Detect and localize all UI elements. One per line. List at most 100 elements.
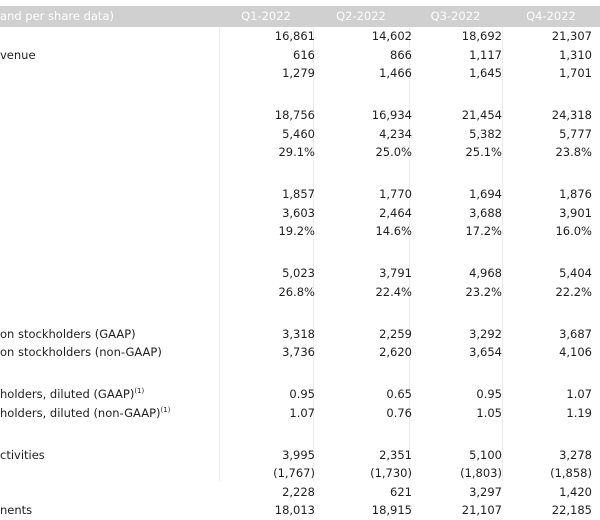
- table-row: 3,603 2,464 3,688 3,901: [0, 204, 600, 223]
- value-q4: 23.8%: [555, 145, 592, 159]
- value-q3: 1,645: [469, 66, 502, 80]
- value-q1: 3,736: [282, 345, 315, 359]
- footnote-marker: (1): [160, 405, 171, 414]
- value-q2: 2,259: [379, 326, 412, 341]
- value-q1: 26.8%: [278, 284, 315, 299]
- value-q3: 3,688: [469, 205, 502, 220]
- value-q1: 1,857: [282, 187, 315, 201]
- table-row: holders, diluted (non-GAAP)(1) 1.07 0.76 1.…: [0, 404, 600, 423]
- value-q4: 1,420: [559, 484, 592, 499]
- value-q3: 5,100: [469, 447, 502, 462]
- header-q3: Q3-2022: [430, 9, 481, 23]
- header-label: and per share data): [0, 9, 114, 23]
- value-q1: 0.95: [289, 387, 315, 401]
- value-q2: 0.65: [386, 387, 412, 401]
- value-q3: 5,382: [469, 126, 502, 141]
- table-row: on stockholders (GAAP) 3,318 2,259 3,292 3,6…: [0, 325, 600, 344]
- value-q3: 4,968: [469, 266, 502, 280]
- column-divider: [409, 6, 410, 481]
- header-q1: Q1-2022: [241, 9, 291, 23]
- value-q4: 1,701: [559, 66, 592, 80]
- row-label: nents: [0, 503, 33, 517]
- table-row: 26.8% 22.4% 23.2% 22.2%: [0, 283, 600, 302]
- value-q2: 1,466: [379, 66, 412, 80]
- value-q2: 22.4%: [375, 284, 412, 299]
- value-q3: 21,107: [461, 503, 502, 517]
- value-q4: 1,310: [559, 47, 592, 62]
- table-row: 16,861 14,602 18,692 21,307: [0, 27, 600, 46]
- value-q2: 621: [390, 484, 412, 499]
- header-q4: Q4-2022: [526, 9, 576, 23]
- row-label: venue: [0, 47, 36, 62]
- row-label: holders, diluted (non-GAAP)(1): [0, 405, 171, 420]
- spacer-row: [0, 301, 600, 325]
- value-q1: 3,603: [282, 205, 315, 220]
- value-q1: 29.1%: [278, 145, 315, 159]
- row-label: on stockholders (GAAP): [0, 326, 136, 341]
- value-q4: 4,106: [559, 345, 592, 359]
- value-q1: 616: [293, 47, 315, 62]
- value-q4: 5,404: [559, 266, 592, 280]
- value-q4: 24,318: [551, 108, 592, 122]
- spacer-row: [0, 241, 600, 265]
- table-row: (1,767) (1,730) (1,803) (1,858): [0, 464, 600, 483]
- value-q4: 1.07: [566, 387, 592, 401]
- value-q2: (1,730): [370, 466, 412, 480]
- value-q4: 1,876: [559, 187, 592, 201]
- value-q1: 18,756: [274, 108, 315, 122]
- value-q1: 1,279: [282, 66, 315, 80]
- table-row: 5,460 4,234 5,382 5,777: [0, 125, 600, 144]
- value-q2: 2,464: [379, 205, 412, 220]
- value-q2: 25.0%: [375, 145, 412, 159]
- table-row: 2,228 621 3,297 1,420: [0, 483, 600, 502]
- value-q3: 23.2%: [465, 284, 502, 299]
- value-q4: 21,307: [551, 29, 592, 43]
- table-row: on stockholders (non-GAAP) 3,736 2,620 3,65…: [0, 343, 600, 362]
- value-q2: 866: [390, 47, 412, 62]
- value-q1: 2,228: [282, 484, 315, 499]
- row-label: on stockholders (non-GAAP): [0, 345, 162, 359]
- value-q2: 3,791: [379, 266, 412, 280]
- value-q4: 3,278: [559, 447, 592, 462]
- row-label: holders, diluted (GAAP)(1): [0, 387, 145, 401]
- value-q3: 1,117: [469, 47, 502, 62]
- column-divider: [313, 6, 314, 481]
- table-row: nents 18,013 18,915 21,107 22,185: [0, 501, 600, 520]
- value-q3: 1,694: [469, 187, 502, 201]
- table-row: 5,023 3,791 4,968 5,404: [0, 264, 600, 283]
- value-q2: 18,915: [371, 503, 412, 517]
- value-q1: (1,767): [273, 466, 315, 480]
- value-q4: 22,185: [551, 503, 592, 517]
- column-divider: [219, 6, 220, 481]
- value-q1: 16,861: [274, 29, 315, 43]
- value-q2: 2,351: [379, 447, 412, 462]
- column-divider: [502, 6, 503, 481]
- row-label: ctivities: [0, 447, 45, 462]
- spacer-row: [0, 83, 600, 107]
- value-q2: 4,234: [379, 126, 412, 141]
- value-q4: 1.19: [566, 405, 592, 420]
- value-q3: 1.05: [476, 405, 502, 420]
- value-q2: 14,602: [371, 29, 412, 43]
- value-q1: 1.07: [289, 405, 315, 420]
- footnote-marker: (1): [134, 387, 145, 396]
- value-q1: 18,013: [274, 503, 315, 517]
- value-q3: 0.95: [476, 387, 502, 401]
- value-q3: 18,692: [461, 29, 502, 43]
- table-row: 1,279 1,466 1,645 1,701: [0, 64, 600, 83]
- table-row: ctivities 3,995 2,351 5,100 3,278: [0, 446, 600, 465]
- value-q2: 0.76: [386, 405, 412, 420]
- value-q3: 17.2%: [465, 224, 502, 238]
- spacer-row: [0, 162, 600, 186]
- value-q1: 3,995: [282, 447, 315, 462]
- spacer-row: [0, 362, 600, 386]
- value-q4: 3,901: [559, 205, 592, 220]
- value-q1: 3,318: [282, 326, 315, 341]
- value-q1: 5,460: [282, 126, 315, 141]
- value-q4: 16.0%: [555, 224, 592, 238]
- table-row: holders, diluted (GAAP)(1) 0.95 0.65 0.95 1.…: [0, 385, 600, 404]
- value-q3: (1,803): [460, 466, 502, 480]
- value-q4: (1,858): [550, 466, 592, 480]
- value-q4: 22.2%: [555, 284, 592, 299]
- table-row: 1,857 1,770 1,694 1,876: [0, 185, 600, 204]
